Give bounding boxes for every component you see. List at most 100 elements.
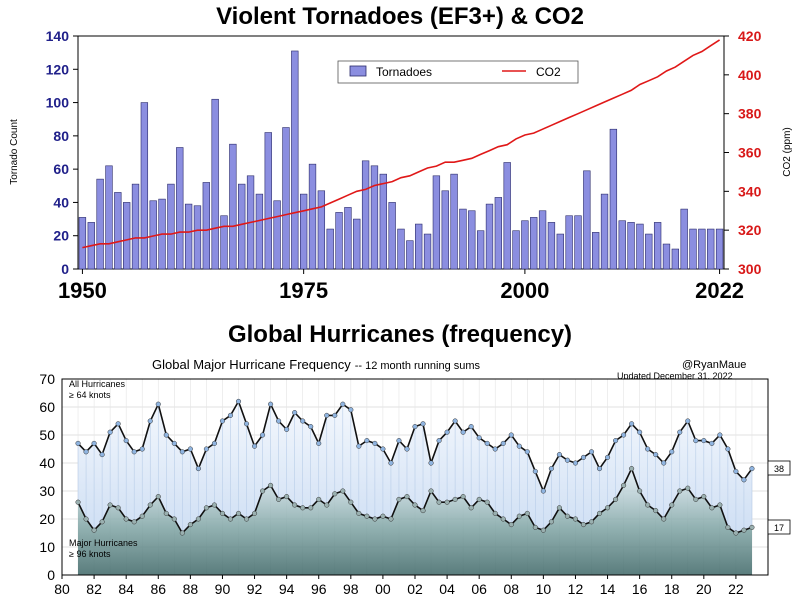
all-hurricanes-point bbox=[468, 424, 474, 430]
tornado-bar bbox=[547, 222, 556, 270]
all-hurricanes-point bbox=[460, 429, 466, 435]
all-hurricanes-point bbox=[179, 449, 185, 455]
all-hurricanes-point bbox=[99, 452, 105, 458]
tornado-bar bbox=[335, 212, 343, 270]
all-hurricanes-point bbox=[564, 457, 570, 463]
all-hurricanes-point bbox=[412, 424, 418, 430]
co2-y-tick-label: 380 bbox=[738, 106, 762, 122]
major-hurricanes-point bbox=[99, 519, 105, 525]
all-hurricanes-point bbox=[404, 446, 410, 452]
major-hurricanes-point bbox=[364, 513, 370, 519]
all-hurricanes-point bbox=[613, 438, 619, 444]
major-hurricanes-point bbox=[484, 499, 490, 505]
hurricane-x-tick-label: 92 bbox=[247, 581, 263, 597]
all-hurricanes-point bbox=[476, 435, 482, 441]
tornado-x-tick-label: 2022 bbox=[695, 278, 744, 303]
all-hurricanes-point bbox=[324, 412, 330, 418]
major-hurricanes-point bbox=[227, 516, 234, 522]
major-hurricanes-point bbox=[516, 513, 522, 519]
all-hurricanes-point bbox=[268, 401, 274, 407]
all-hurricanes-point bbox=[260, 432, 266, 438]
tornado-bar bbox=[618, 220, 626, 270]
all-hurricanes-point bbox=[484, 440, 490, 446]
major-hurricanes-point bbox=[380, 513, 386, 519]
all-hurricanes-point bbox=[139, 446, 145, 452]
all-hurricanes-point bbox=[187, 446, 193, 452]
tornado-bar bbox=[645, 233, 653, 270]
all-hurricanes-point bbox=[123, 438, 129, 444]
co2-y-tick-label: 340 bbox=[738, 183, 762, 199]
all-hurricanes-point bbox=[75, 440, 81, 446]
all-hurricanes-point bbox=[131, 449, 137, 455]
tornado-bar bbox=[370, 165, 379, 270]
end-value-all-text: 38 bbox=[774, 464, 784, 474]
co2-y-tick-label: 320 bbox=[738, 222, 762, 238]
tornado-y-tick-label: 80 bbox=[53, 128, 69, 144]
tornado-bar bbox=[468, 210, 476, 270]
hurricane-heading: Global Hurricanes (frequency) bbox=[228, 321, 572, 348]
tornado-bar bbox=[202, 182, 210, 270]
major-hurricanes-point bbox=[677, 488, 683, 494]
hurricane-updated: Updated December 31, 2022 bbox=[617, 371, 733, 381]
major-hurricanes-point bbox=[155, 494, 161, 500]
tornado-y-tick-label: 120 bbox=[46, 61, 70, 77]
all-hurricanes-point bbox=[701, 438, 707, 444]
tornado-bar bbox=[476, 230, 485, 270]
tornado-bar bbox=[326, 228, 334, 270]
tornado-bar bbox=[653, 222, 662, 270]
all-hurricanes-point bbox=[580, 454, 587, 460]
all-hurricanes-point bbox=[316, 440, 322, 446]
major-hurricanes-point bbox=[709, 505, 715, 511]
tornado-y-tick-label: 40 bbox=[53, 194, 69, 210]
all-hurricanes-point bbox=[669, 449, 675, 455]
all-hurricanes-point bbox=[91, 440, 97, 446]
all-hurricanes-point bbox=[155, 401, 161, 407]
tornado-bar bbox=[459, 208, 467, 270]
major-hurricanes-point bbox=[468, 505, 474, 511]
hurricane-x-tick-label: 18 bbox=[664, 581, 680, 597]
tornado-bar bbox=[521, 220, 529, 270]
all-hurricanes-point bbox=[749, 466, 755, 472]
major-hurricanes-point bbox=[316, 496, 322, 502]
tornado-bar bbox=[273, 200, 281, 270]
all-hurricanes-point bbox=[500, 440, 506, 446]
major-hurricanes-point bbox=[243, 516, 250, 522]
major-hurricanes-point bbox=[548, 519, 554, 525]
hurricane-x-tick-label: 20 bbox=[696, 581, 712, 597]
major-hurricanes-point bbox=[268, 482, 274, 488]
major-hurricanes-point bbox=[251, 510, 258, 516]
tornado-bar bbox=[184, 203, 193, 270]
major-hurricanes-point bbox=[556, 505, 562, 511]
hurricane-x-tick-label: 94 bbox=[279, 581, 295, 597]
all-hurricanes-point bbox=[556, 452, 562, 458]
tornado-bar bbox=[282, 127, 290, 270]
all-hurricanes-point bbox=[388, 460, 394, 466]
major-hurricanes-point bbox=[492, 510, 498, 516]
all-hurricanes-point bbox=[300, 418, 306, 424]
major-hurricanes-point bbox=[701, 494, 707, 500]
all-hurricanes-point bbox=[107, 429, 113, 435]
all-hurricanes-point bbox=[340, 401, 346, 407]
legend-co2-label: CO2 bbox=[536, 65, 561, 79]
tornado-bar bbox=[689, 228, 697, 270]
all-hurricanes-point bbox=[436, 438, 442, 444]
tornado-bar bbox=[662, 243, 671, 270]
tornado-y-tick-label: 0 bbox=[61, 261, 69, 277]
hurricane-x-tick-label: 12 bbox=[568, 581, 584, 597]
tornado-bar bbox=[450, 173, 458, 270]
major-hurricanes-point bbox=[717, 502, 723, 508]
major-hurricanes-point bbox=[404, 494, 410, 500]
major-hurricanes-point bbox=[372, 516, 378, 522]
end-value-major-box bbox=[767, 519, 791, 535]
all-hurricanes-point bbox=[725, 446, 731, 452]
major-hurricanes-point bbox=[123, 516, 129, 522]
major-hurricanes-point bbox=[388, 516, 394, 522]
major-hurricanes-label: Major Hurricanes bbox=[69, 538, 138, 548]
co2-y-tick-label: 300 bbox=[738, 261, 762, 277]
major-hurricanes-point bbox=[428, 488, 434, 494]
all-hurricanes-point bbox=[653, 452, 659, 458]
tornado-bar bbox=[583, 170, 591, 270]
tornado-bar bbox=[255, 193, 264, 270]
